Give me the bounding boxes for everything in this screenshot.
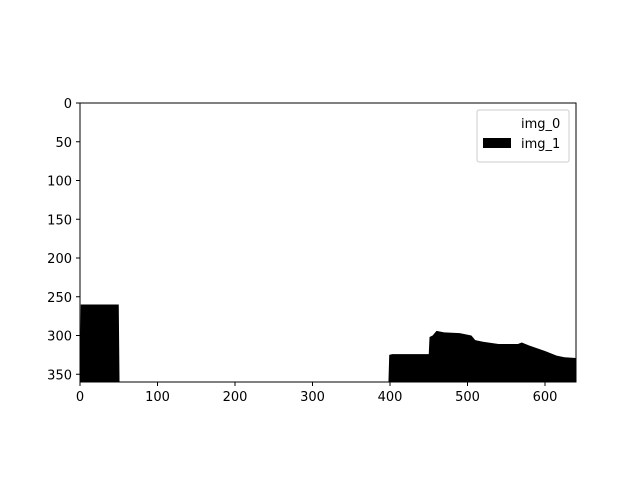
legend: img_0 img_1 <box>476 109 570 163</box>
y-tick-label: 250 <box>47 291 72 306</box>
x-tick-label: 100 <box>145 390 170 405</box>
legend-swatch-img-1 <box>483 138 511 148</box>
area-series-img-1 <box>80 304 576 382</box>
x-tick-label: 200 <box>223 390 248 405</box>
x-tick-label: 0 <box>76 390 84 405</box>
x-tick-label: 400 <box>378 390 403 405</box>
legend-label-img-0: img_0 <box>521 117 560 132</box>
y-tick-label: 350 <box>47 368 72 383</box>
y-tick-label: 150 <box>47 213 72 228</box>
plot-area: 0 100 200 300 400 500 600 0 50 100 150 200 250 300 350 <box>47 97 577 405</box>
y-tick-label: 0 <box>64 97 72 112</box>
axes-frame <box>79 102 577 383</box>
y-tick-label: 200 <box>47 252 72 267</box>
y-tick-label: 300 <box>47 330 72 345</box>
legend-label-img-1: img_1 <box>521 137 560 152</box>
x-tick-label: 500 <box>455 390 480 405</box>
x-tick-label: 300 <box>300 390 325 405</box>
y-tick-label: 100 <box>47 175 72 190</box>
legend-swatch-img-0 <box>483 118 511 128</box>
x-tick-label: 600 <box>533 390 558 405</box>
y-tick-label: 50 <box>55 136 72 151</box>
